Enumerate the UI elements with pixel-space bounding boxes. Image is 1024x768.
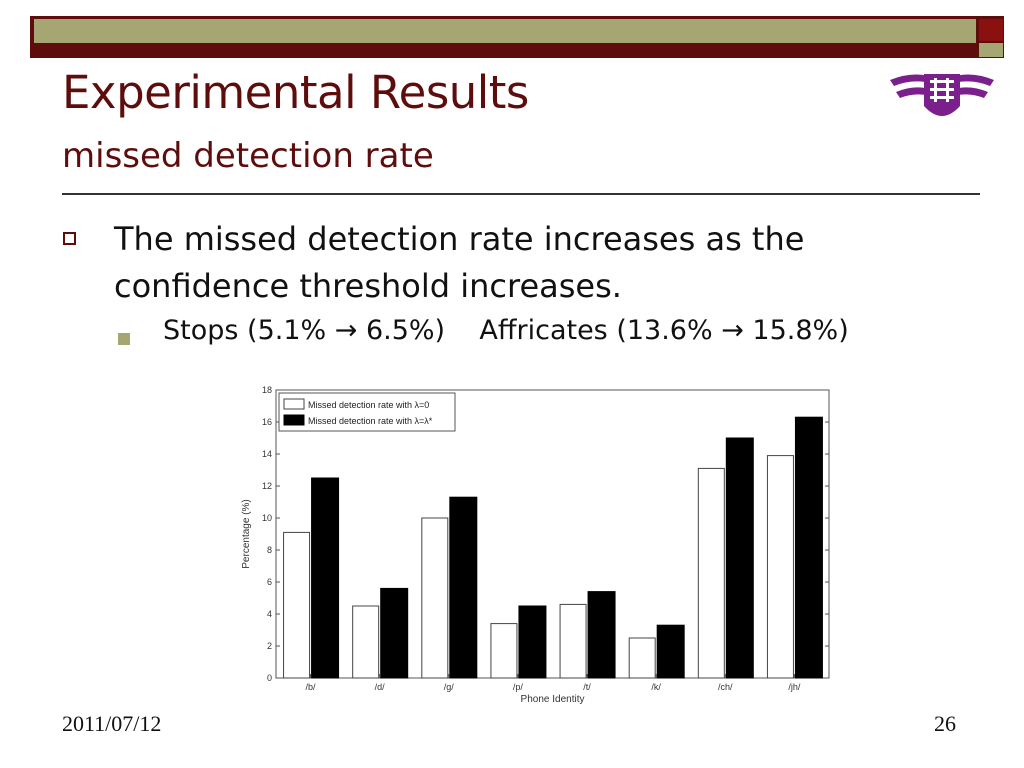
bar-series-1 bbox=[352, 605, 380, 679]
y-tick-label: 14 bbox=[262, 449, 272, 459]
bar-series-2 bbox=[794, 416, 823, 679]
y-tick-label: 10 bbox=[262, 513, 272, 523]
y-tick-label: 12 bbox=[262, 481, 272, 491]
bar-series-1 bbox=[283, 531, 311, 679]
legend-label-1: Missed detection rate with λ=0 bbox=[308, 400, 429, 410]
bar-series-2 bbox=[587, 591, 616, 679]
bar-series-2 bbox=[725, 437, 754, 679]
top-decor-bar-fill bbox=[34, 19, 976, 43]
y-tick-label: 18 bbox=[262, 385, 272, 395]
bar-series-1 bbox=[421, 517, 449, 679]
bar-series-2 bbox=[311, 477, 340, 679]
x-tick-label: /k/ bbox=[651, 682, 661, 692]
y-tick-label: 16 bbox=[262, 417, 272, 427]
legend-swatch-2 bbox=[283, 414, 305, 426]
legend-box bbox=[278, 392, 456, 432]
sub-bullet-stops: Stops (5.1% → 6.5%) bbox=[163, 315, 446, 346]
slide-title: Experimental Results bbox=[62, 66, 529, 119]
bar-series-1 bbox=[559, 603, 587, 679]
y-tick-label: 4 bbox=[267, 609, 272, 619]
page-number: 26 bbox=[934, 711, 956, 736]
bar-series-2 bbox=[380, 587, 409, 679]
x-tick-label: /g/ bbox=[444, 682, 455, 692]
bar-series-1 bbox=[766, 455, 794, 679]
y-axis-label: Percentage (%) bbox=[241, 499, 252, 568]
sub-bullet-text: Stops (5.1% → 6.5%) Affricates (13.6% → … bbox=[163, 315, 849, 346]
hollow-square-bullet-icon bbox=[63, 232, 76, 245]
bar-series-2 bbox=[656, 624, 685, 679]
x-tick-label: /jh/ bbox=[788, 682, 801, 692]
legend-label-2: Missed detection rate with λ=λ* bbox=[308, 416, 433, 426]
y-tick-label: 2 bbox=[267, 641, 272, 651]
x-tick-label: /p/ bbox=[513, 682, 524, 692]
top-decor-square bbox=[979, 19, 1003, 41]
top-decor-square-lower bbox=[979, 43, 1003, 57]
bar-series-2 bbox=[449, 496, 478, 679]
x-axis-label: Phone Identity bbox=[521, 694, 585, 705]
bar-series-1 bbox=[490, 623, 518, 679]
legend-swatch-1 bbox=[283, 398, 305, 410]
y-tick-label: 8 bbox=[267, 545, 272, 555]
bar-series-2 bbox=[518, 605, 547, 679]
y-tick-label: 6 bbox=[267, 577, 272, 587]
title-divider bbox=[62, 193, 980, 195]
x-tick-label: /d/ bbox=[375, 682, 386, 692]
bullet-text: The missed detection rate increases as t… bbox=[114, 220, 805, 305]
y-tick-label: 0 bbox=[267, 673, 272, 683]
university-emblem-icon bbox=[890, 74, 994, 116]
bar-series-1 bbox=[628, 637, 656, 679]
x-tick-label: /ch/ bbox=[718, 682, 733, 692]
filled-square-bullet-icon bbox=[118, 333, 130, 345]
x-tick-label: /b/ bbox=[306, 682, 317, 692]
sub-bullet-affricates: Affricates (13.6% → 15.8%) bbox=[479, 315, 849, 346]
bar-series-1 bbox=[697, 467, 725, 679]
footer-date: 2011/07/12 bbox=[62, 711, 162, 736]
slide-subtitle: missed detection rate bbox=[62, 136, 434, 176]
x-tick-label: /t/ bbox=[583, 682, 591, 692]
bar-chart: 0 2 4 6 8 10 12 14 16 18/b/ /d/ /g/ /p/ /t/ /k/ /ch/ /jh… bbox=[241, 385, 830, 705]
